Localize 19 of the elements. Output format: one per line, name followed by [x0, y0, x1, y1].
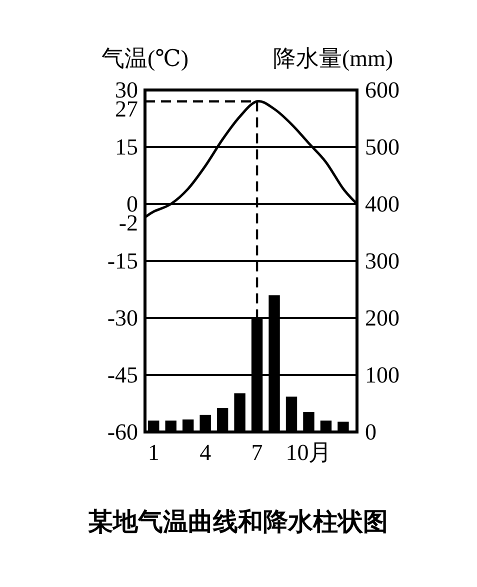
- y2-tick-label: 200: [365, 306, 400, 330]
- y-tick-label: 15: [115, 134, 138, 160]
- y-tick-label: -15: [107, 248, 138, 274]
- y2-tick-label: 400: [365, 192, 400, 216]
- x-tick-label: 10月: [286, 440, 332, 465]
- y2-tick-label: 500: [365, 134, 400, 160]
- y2-tick-label: 0: [365, 420, 376, 444]
- x-tick-label: 4: [200, 440, 212, 465]
- y-axis-title: 气温(℃): [101, 46, 189, 71]
- text: 某地气温曲线和降水柱状图: [88, 508, 388, 536]
- y2-tick-label: 100: [365, 362, 400, 388]
- y-tick-label: -45: [107, 362, 138, 388]
- y2-tick-label: 600: [365, 78, 400, 102]
- y2-tick-label: 300: [365, 248, 400, 274]
- x-tick-label: 1: [148, 440, 160, 465]
- y-tick-label: -30: [107, 306, 138, 330]
- y-tick-label: -60: [107, 420, 138, 444]
- y2-axis-title: 降水量(mm): [272, 46, 394, 71]
- x-tick-label: 7: [251, 440, 263, 465]
